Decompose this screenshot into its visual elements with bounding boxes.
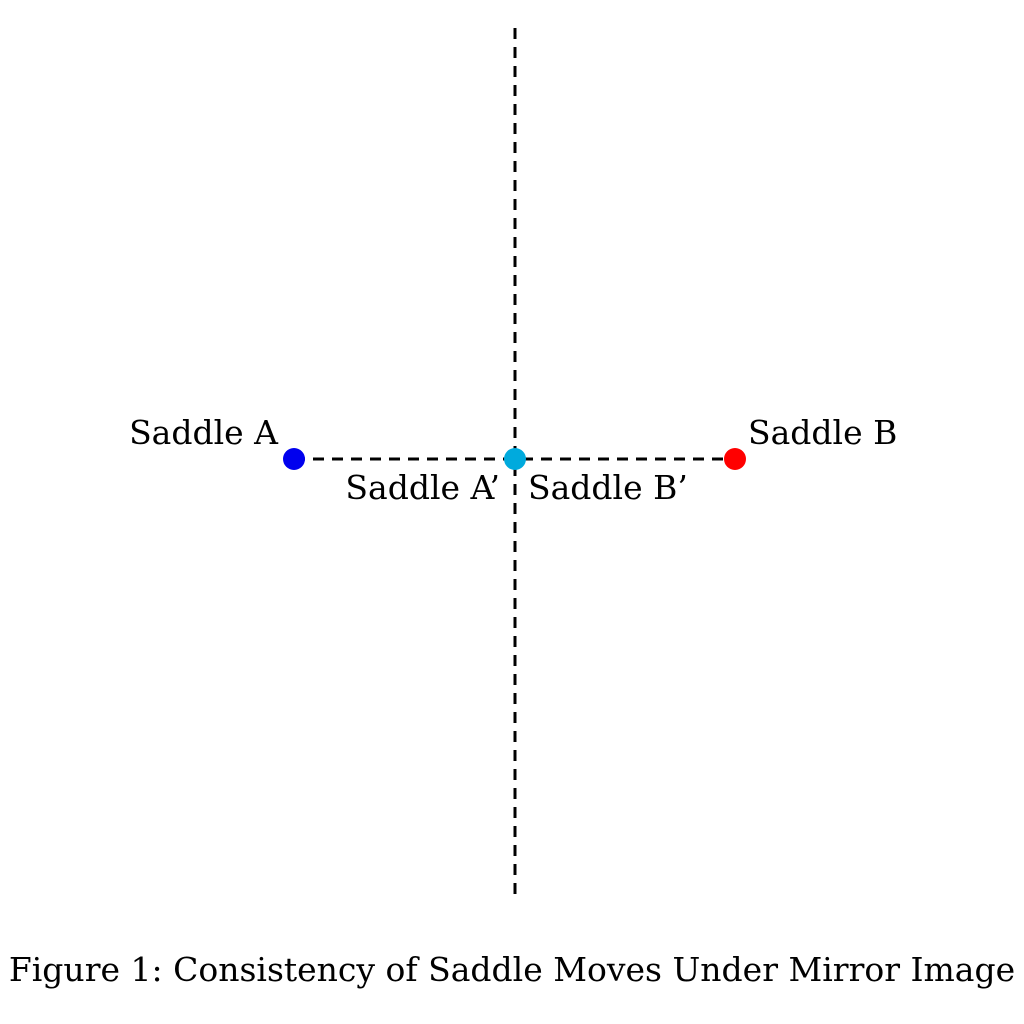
saddle-b-point (724, 448, 746, 470)
saddle-b-label: Saddle B (748, 413, 897, 452)
saddle-a-prime-label: Saddle A’ (345, 468, 500, 507)
mirror-diagram: Saddle A Saddle B Saddle A’ Saddle B’ (129, 28, 897, 900)
figure-caption: Figure 1: Consistency of Saddle Moves Un… (8, 950, 1016, 989)
saddle-a-label: Saddle A (129, 413, 279, 452)
saddle-a-point (283, 448, 305, 470)
mirror-point (504, 448, 526, 470)
saddle-b-prime-label: Saddle B’ (528, 468, 688, 507)
